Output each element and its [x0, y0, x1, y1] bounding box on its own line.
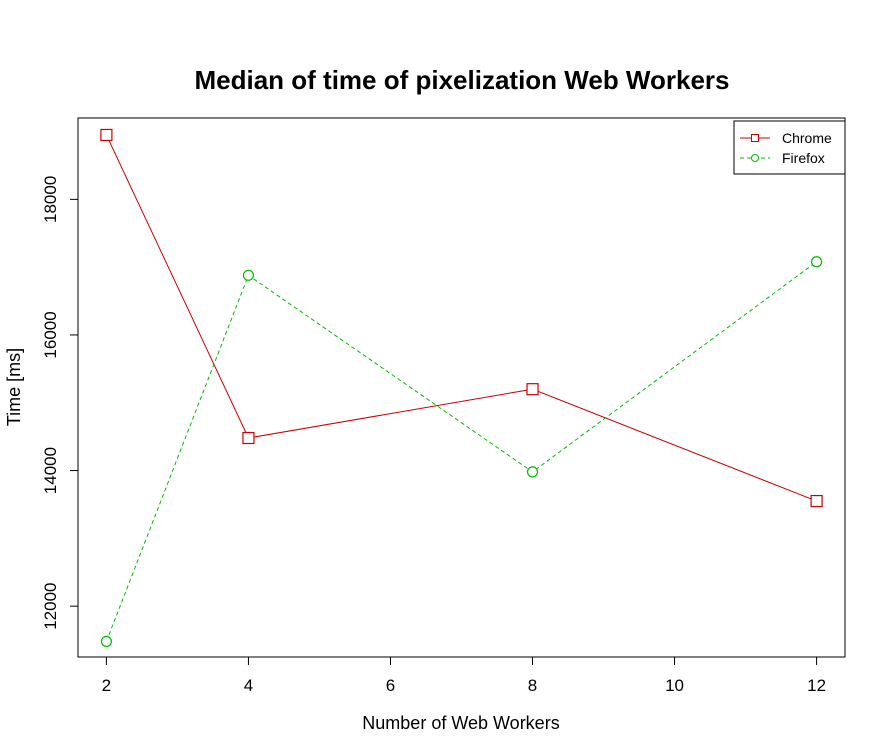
x-tick-label: 12 [807, 676, 826, 695]
y-axis: 12000 14000 16000 18000 [41, 176, 79, 630]
data-point [810, 494, 823, 508]
data-point [526, 466, 539, 478]
y-axis-label: Time [ms] [4, 348, 24, 426]
legend-label: Chrome [782, 130, 832, 146]
y-tick-label: 12000 [41, 583, 60, 630]
chart-title: Median of time of pixelization Web Worke… [194, 65, 729, 95]
data-point [100, 128, 113, 142]
x-tick-label: 8 [528, 676, 537, 695]
x-axis: 2 4 6 8 10 12 [102, 656, 826, 695]
series-firefox [100, 256, 823, 648]
x-tick-label: 6 [386, 676, 395, 695]
series-line-chrome [105, 134, 817, 502]
legend: Chrome Firefox [733, 120, 846, 175]
series-chrome [100, 128, 823, 508]
y-tick-label: 18000 [41, 176, 60, 223]
y-tick-label: 14000 [41, 447, 60, 494]
data-point [526, 383, 539, 396]
x-tick-label: 4 [244, 676, 253, 695]
x-tick-label: 10 [665, 676, 684, 695]
series-layer [100, 128, 823, 648]
data-point [810, 256, 823, 268]
data-point [242, 269, 255, 281]
legend-marker [751, 154, 759, 162]
plot-frame [77, 117, 846, 658]
series-line-firefox [105, 261, 817, 642]
legend-box [733, 120, 846, 175]
data-point [242, 431, 255, 445]
legend-marker [751, 134, 759, 142]
y-tick-label: 16000 [41, 311, 60, 358]
data-point [100, 635, 113, 648]
legend-label: Firefox [782, 150, 825, 166]
x-tick-label: 2 [102, 676, 111, 695]
x-axis-label: Number of Web Workers [362, 713, 559, 733]
